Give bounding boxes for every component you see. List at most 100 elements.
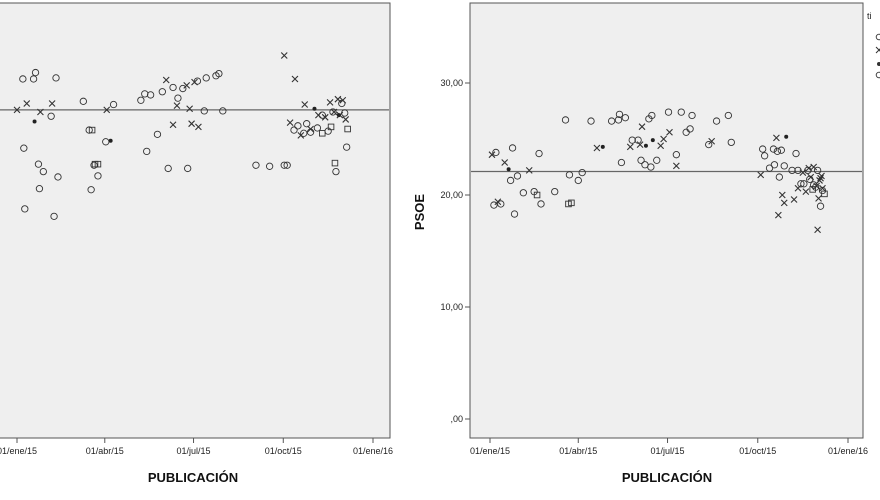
left-circle-point (200, 107, 208, 115)
right-x-point (807, 173, 815, 181)
left-x-point (301, 101, 309, 108)
right-x-tick-label: 01/jul/15 (651, 446, 685, 456)
right-circle-point (653, 156, 661, 164)
right-x-point (778, 191, 786, 199)
left-x-point (13, 106, 21, 114)
right-circle-point (800, 180, 808, 188)
right-circle-point (672, 151, 681, 159)
left-circle-point (29, 75, 38, 83)
left-x-point (173, 102, 181, 109)
left-circle-point (153, 130, 162, 138)
right-x-point (488, 151, 496, 159)
right-x-point (805, 164, 813, 172)
left-circle-point (39, 167, 47, 176)
left-circle-point (290, 126, 298, 134)
right-circle-point (818, 186, 827, 195)
left-circle-point (169, 83, 177, 92)
left-circle-point (21, 205, 29, 213)
left-dot-point (108, 138, 113, 143)
legend-circle-marker (875, 33, 880, 41)
right-y-tick-label: 20,00 (440, 190, 463, 200)
right-square-point (568, 199, 575, 207)
right-square-point (533, 191, 541, 199)
right-x-point (815, 194, 822, 202)
left-square-point (331, 159, 339, 167)
right-x-point (666, 128, 673, 136)
left-circle-point (193, 77, 202, 85)
right-circle-point (574, 176, 582, 185)
left-plot-area (0, 2, 391, 439)
left-x-point (23, 100, 31, 107)
right-x-tick-label: 01/abr/15 (559, 446, 597, 456)
right-dot-point (643, 143, 648, 148)
left-circle-point (219, 107, 227, 115)
left-circle-point (158, 88, 166, 96)
left-circle-point (109, 100, 118, 109)
left-circle-point (265, 162, 274, 170)
right-circle-point (617, 158, 626, 167)
left-x-point (339, 96, 347, 104)
right-x-point (672, 162, 680, 170)
left-circle-point (329, 108, 337, 116)
right-circle-point (578, 168, 586, 177)
right-circle-point (780, 162, 788, 170)
right-circle-point (712, 117, 721, 125)
left-circle-point (79, 97, 87, 105)
left-circle-point (294, 122, 302, 130)
left-circle-point (137, 96, 145, 104)
right-circle-point (497, 200, 505, 208)
right-x-tick-label: 01/ene/16 (828, 446, 868, 456)
left-circle-point (34, 160, 43, 168)
left-x-ticks: 01/ene/15 01/abr/15 01/jul/15 01/oct/15 01/e… (0, 438, 393, 456)
right-circle-point (727, 138, 735, 147)
left-circle-point (252, 161, 260, 169)
right-x-point (660, 135, 667, 143)
right-x-point (819, 184, 826, 192)
right-chart: 01/ene/15 01/abr/15 01/jul/15 01/oct/15 01/e… (412, 2, 868, 485)
right-circle-point (647, 163, 655, 171)
right-circle-point (607, 117, 616, 125)
right-circle-point (816, 202, 825, 210)
left-square-point (344, 125, 351, 133)
right-circle-point (614, 116, 623, 124)
right-dot-point (506, 167, 511, 172)
right-circle-point (777, 146, 785, 154)
left-x-point (103, 106, 111, 114)
left-circle-point (90, 161, 98, 169)
left-dot-point (336, 113, 341, 118)
right-circle-point (519, 189, 527, 197)
right-x-point (810, 163, 818, 171)
left-circle-point (184, 164, 192, 173)
left-x-tick-label: 01/ene/16 (353, 446, 393, 456)
left-x-point (280, 52, 288, 59)
left-chart-marks (0, 52, 389, 220)
right-x-point (813, 182, 821, 190)
left-x-point (169, 121, 177, 129)
right-x-point (501, 159, 509, 166)
left-circle-point (280, 161, 288, 169)
left-circle-point (164, 164, 172, 173)
left-circle-point (283, 161, 291, 169)
right-circle-point (677, 108, 685, 116)
right-circle-point (797, 180, 805, 188)
right-plot-area (469, 2, 864, 439)
right-y-tick-label: 10,00 (440, 302, 463, 312)
right-circle-point (765, 164, 774, 172)
right-x-point (817, 174, 824, 182)
right-circle-point (565, 171, 574, 179)
right-circle-point (724, 111, 732, 120)
left-x-point (162, 76, 170, 84)
left-circle-point (202, 74, 210, 82)
right-x-tick-label: 01/ene/15 (470, 446, 510, 456)
left-x-axis-label: PUBLICACIÓN (148, 470, 238, 485)
right-circle-point (535, 149, 543, 158)
left-circle-point (338, 99, 346, 108)
right-circle-point (551, 187, 559, 196)
left-circle-point (174, 94, 182, 102)
right-circle-point (810, 181, 818, 189)
right-chart-marks (471, 108, 862, 234)
left-x-tick-label: 01/ene/15 (0, 446, 37, 456)
left-x-point (326, 99, 334, 106)
